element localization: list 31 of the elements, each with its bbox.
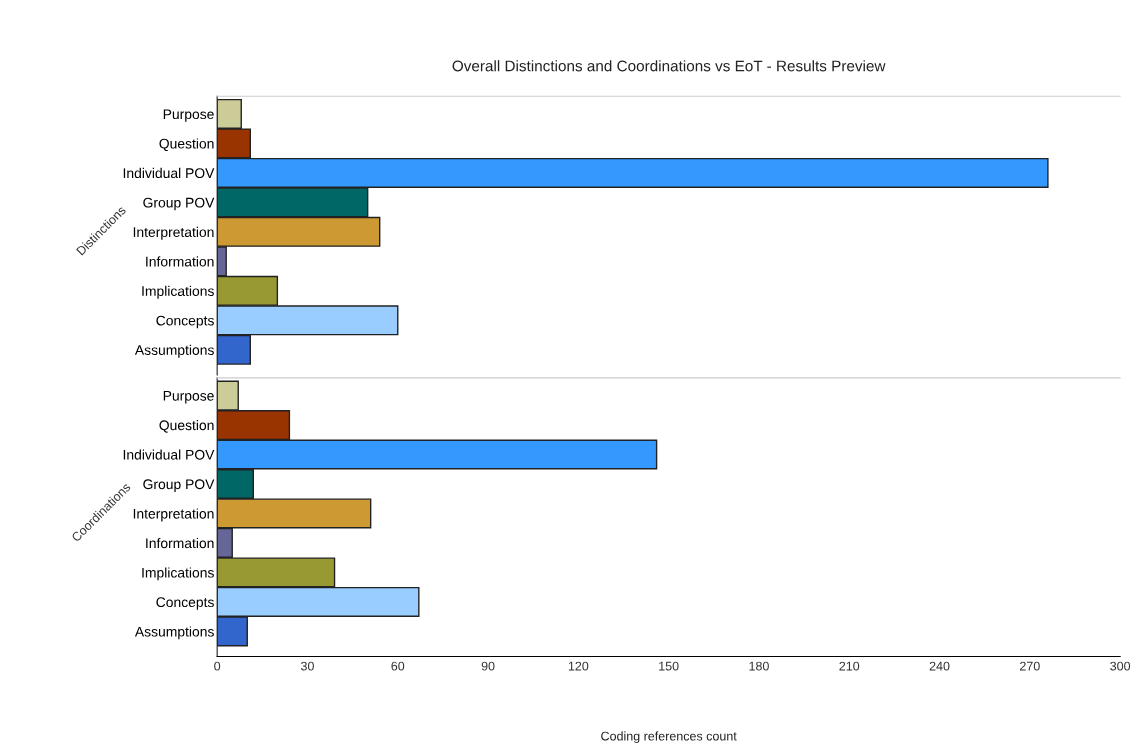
y-tick-label: Assumptions: [134, 344, 214, 358]
y-tick-label: Interpretation: [133, 508, 214, 522]
y-tick-label: Individual POV: [123, 167, 215, 179]
x-tick-label: 240: [929, 661, 950, 671]
y-tick-label: Group POV: [143, 197, 215, 211]
x-tick-label: 270: [1020, 661, 1040, 671]
y-tick-label: Information: [146, 256, 214, 267]
y-tick-label: Question: [159, 419, 214, 433]
x-tick-label: 150: [659, 661, 679, 671]
y-tick-label: Concepts: [156, 315, 214, 329]
x-tick-label: 300: [1110, 661, 1131, 671]
x-tick-label: 120: [568, 661, 589, 671]
y-tick-label: Individual POV: [123, 449, 215, 460]
y-tick-label: Question: [159, 138, 214, 152]
y-tick-label: Implications: [142, 285, 214, 299]
y-tick-label: Assumptions: [134, 626, 214, 640]
y-tick-label: Purpose: [163, 391, 214, 404]
x-tick-label: 90: [481, 661, 495, 671]
y-tick-label: Interpretation: [133, 226, 214, 240]
y-tick-label: Group POV: [143, 479, 215, 492]
x-tick-label: 30: [300, 661, 314, 671]
x-tick-label: 60: [391, 661, 405, 671]
x-axis-title: Coding references count: [601, 731, 737, 743]
chart-title: Overall Distinctions and Coordinations vs EoT - Results Preview: [452, 60, 886, 72]
y-tick-label: Concepts: [156, 597, 214, 610]
x-tick-label: 0: [214, 661, 221, 671]
y-tick-label: Implications: [142, 567, 214, 581]
x-tick-label: 210: [839, 661, 860, 671]
y-tick-label: Purpose: [163, 109, 214, 122]
y-tick-label: Information: [146, 537, 214, 549]
x-tick-label: 180: [749, 661, 769, 671]
